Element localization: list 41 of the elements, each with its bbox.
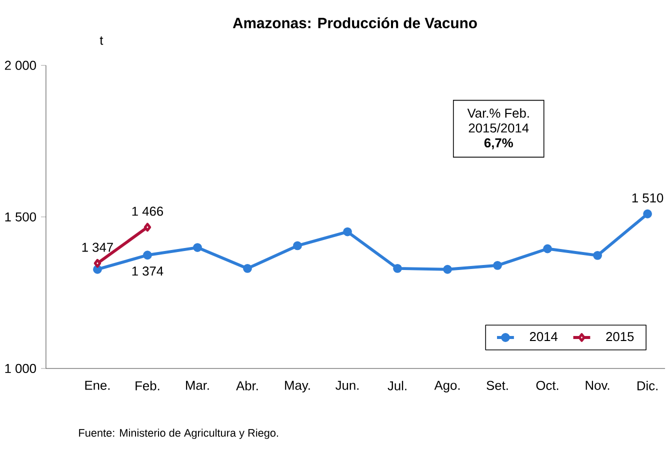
point <box>243 264 252 274</box>
chart-title: Amazonas: Producción de Vacuno <box>232 17 477 28</box>
x-tick-label: Nov. <box>586 381 610 390</box>
data-label: 1 347 <box>82 242 113 252</box>
point <box>543 244 552 254</box>
data-label: 1 466 <box>132 206 164 216</box>
point <box>343 227 352 236</box>
source-note: Fuente: Ministerio de Agricultura y Riego. <box>79 428 278 440</box>
point <box>143 250 152 260</box>
data-label: 1 510 <box>632 193 664 203</box>
point <box>393 264 402 274</box>
y-axis-title: t <box>100 36 104 45</box>
x-tick-label: Jul. <box>388 381 406 390</box>
point <box>493 261 502 270</box>
x-tick-label: Abr. <box>236 381 258 390</box>
legend-label: 2015 <box>606 332 634 342</box>
point <box>443 265 452 274</box>
point <box>593 251 602 260</box>
point <box>144 222 152 232</box>
x-tick-label: Dic. <box>638 381 658 390</box>
annotation: 6,7% <box>484 138 513 150</box>
point <box>643 210 652 218</box>
x-tick-label: May. <box>285 381 310 393</box>
point <box>93 265 102 274</box>
y-tick-label: 1 000 <box>5 364 36 374</box>
annotation: 2015/2014 <box>468 123 529 133</box>
y-tick-label: 2 000 <box>4 60 36 70</box>
point <box>94 259 102 268</box>
annotation: Var.% Feb. <box>467 108 529 118</box>
point <box>293 241 302 250</box>
x-tick-label: Ago. <box>434 381 460 393</box>
x-tick-label: Mar. <box>186 381 209 390</box>
data-label: 1 374 <box>132 266 164 276</box>
x-tick-label: Ene. <box>85 381 110 390</box>
point <box>193 243 202 252</box>
x-tick-label: Oct. <box>536 381 558 390</box>
legend-label: 2014 <box>530 332 558 342</box>
y-tick-label: 1 500 <box>5 212 36 222</box>
x-tick-label: Feb. <box>136 381 160 390</box>
x-tick-label: Jun. <box>336 381 358 390</box>
x-tick-label: Set. <box>486 381 508 390</box>
